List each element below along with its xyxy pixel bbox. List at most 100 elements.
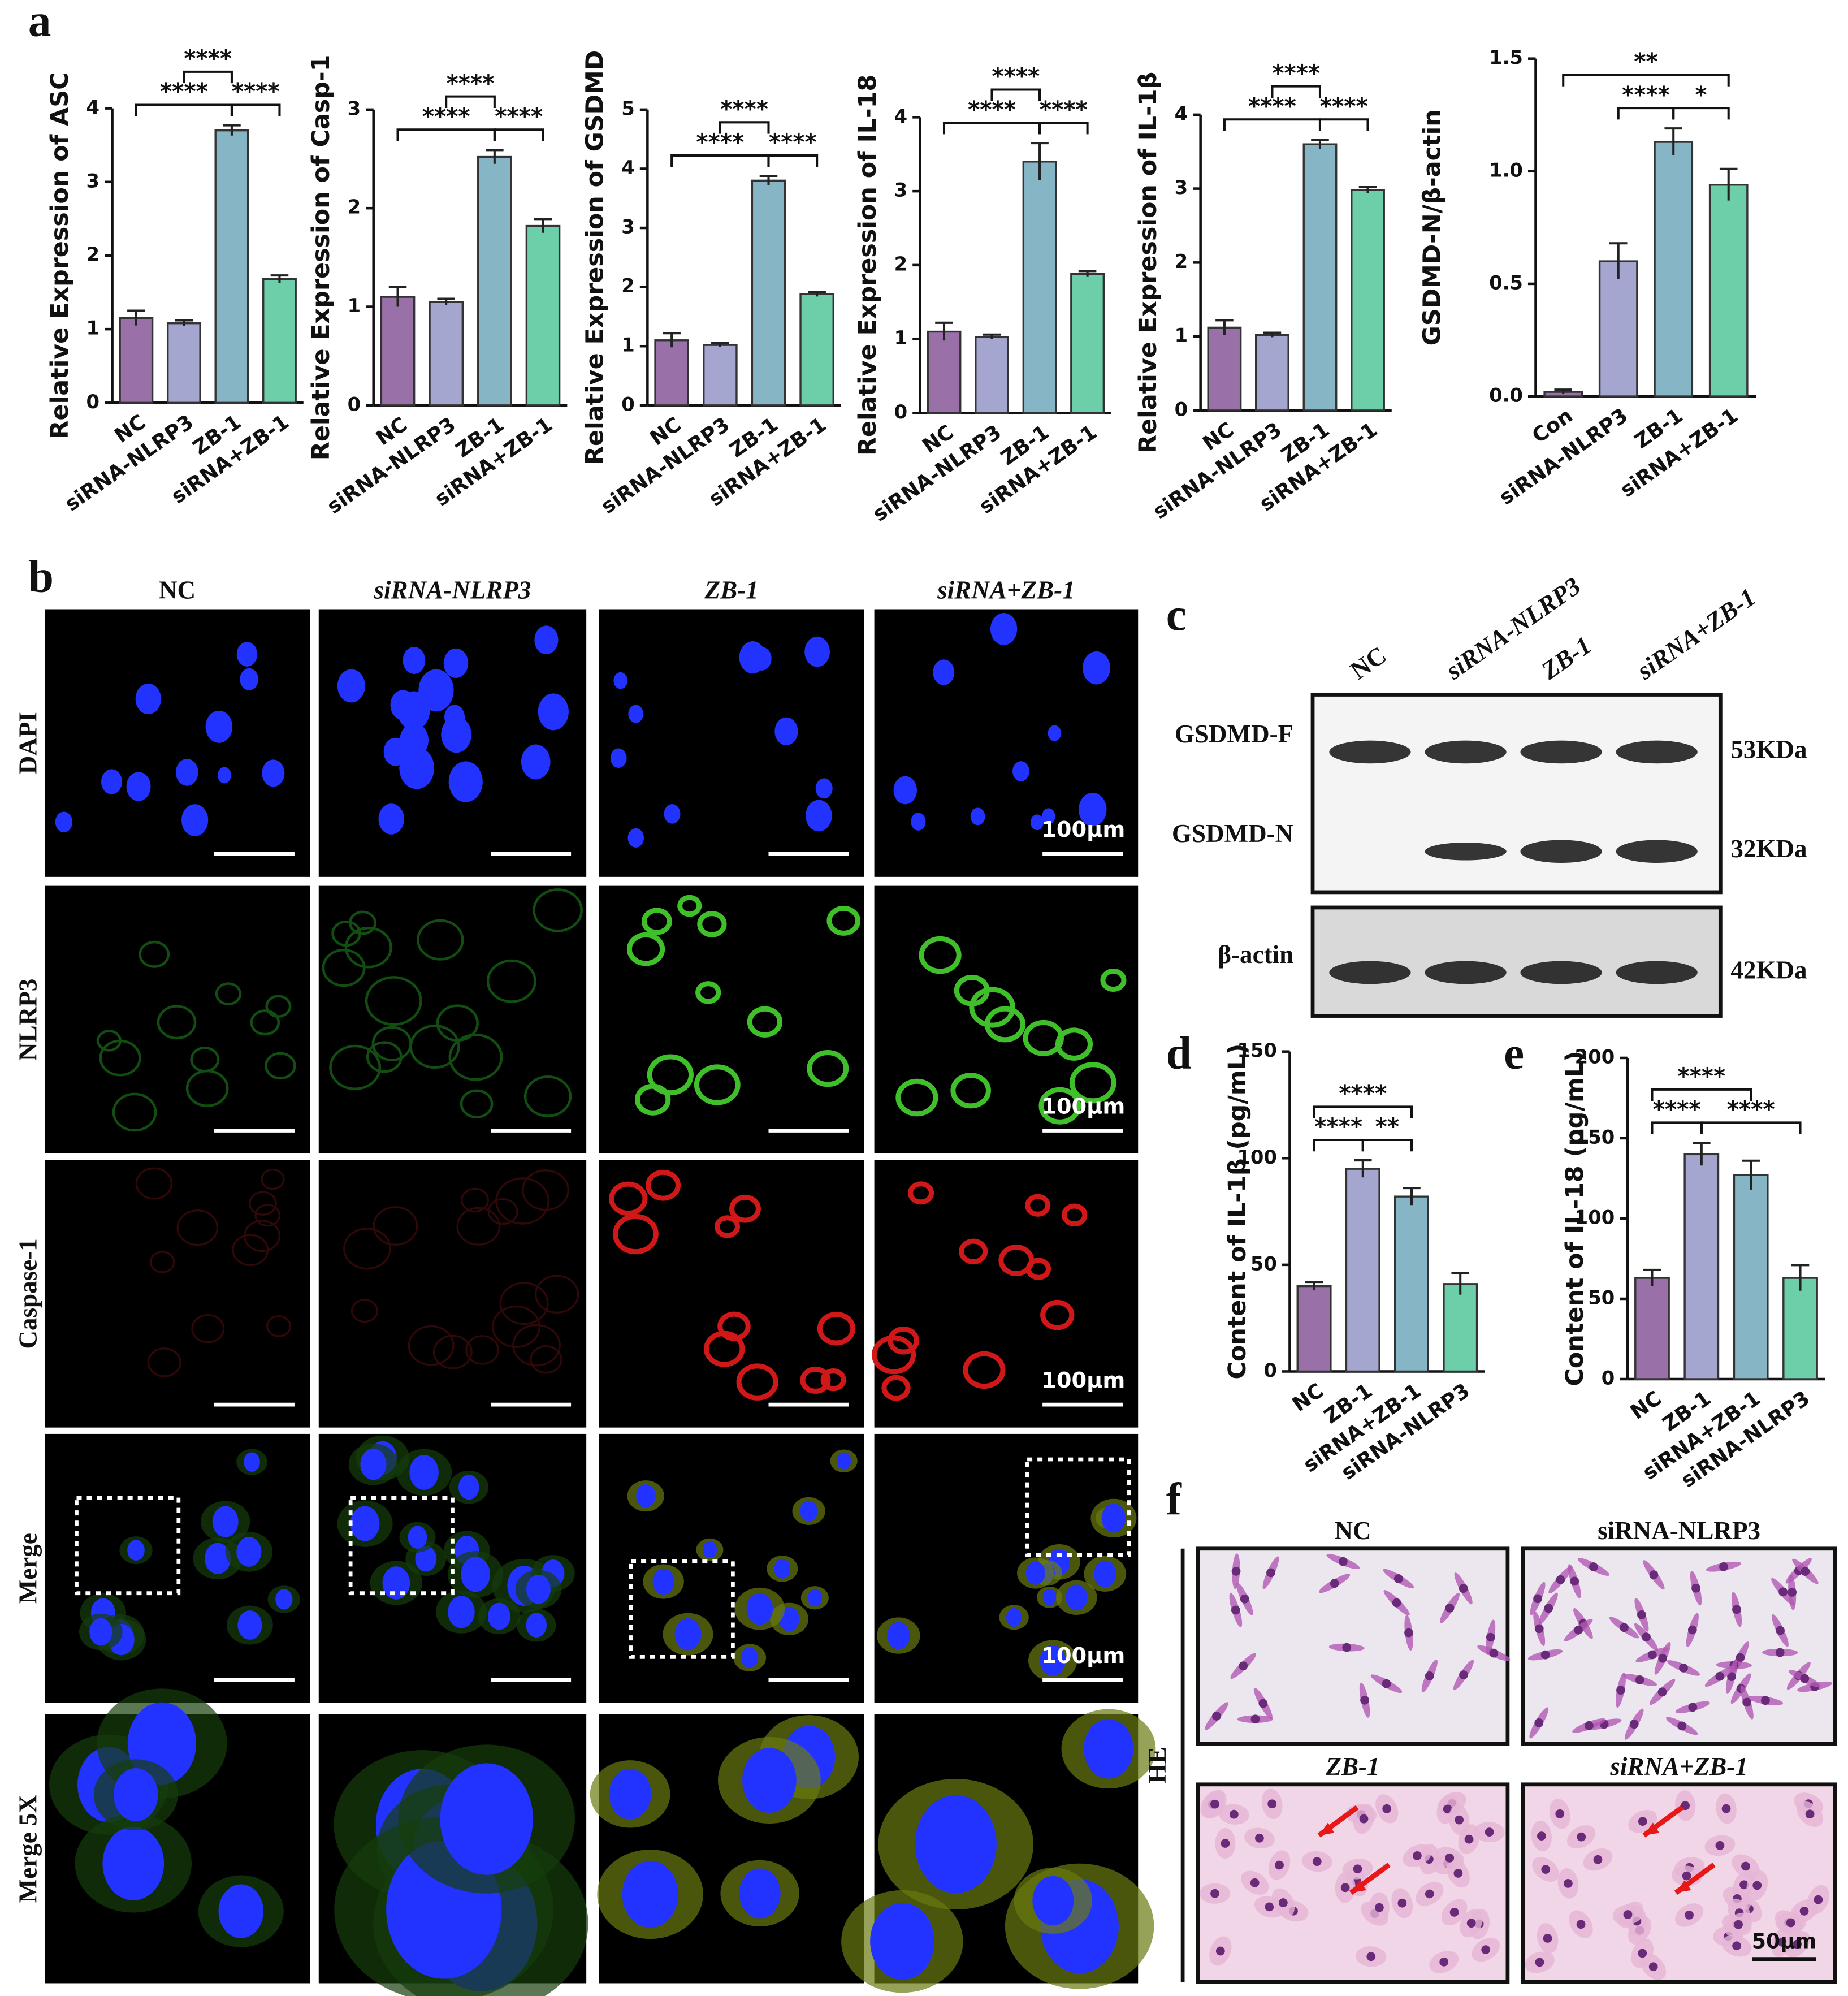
caspase-signal bbox=[609, 1181, 648, 1216]
nucleus bbox=[804, 636, 830, 667]
micrograph bbox=[45, 885, 310, 1154]
nucleus bbox=[101, 769, 122, 794]
nucleus bbox=[609, 1769, 651, 1820]
he-title: ZB-1 bbox=[1325, 1752, 1379, 1781]
nucleus bbox=[55, 811, 73, 832]
caspase-signal bbox=[729, 1194, 761, 1223]
y-tick-label: 4 bbox=[1175, 102, 1188, 124]
nucleus bbox=[409, 1454, 439, 1490]
nucleus bbox=[440, 1763, 533, 1875]
significance-label: ** bbox=[1375, 1113, 1399, 1140]
band-label: GSDMD-N bbox=[1172, 819, 1293, 848]
bar bbox=[214, 129, 249, 404]
nlrp3-signal bbox=[250, 1009, 280, 1036]
significance-bracket bbox=[1562, 74, 1730, 87]
caspase-signal bbox=[373, 1206, 418, 1246]
bar bbox=[799, 293, 834, 407]
cell-nucleus bbox=[1239, 1661, 1248, 1671]
bar bbox=[166, 322, 201, 404]
bar bbox=[927, 330, 962, 414]
y-tick-label: 1 bbox=[894, 327, 908, 349]
nucleus bbox=[205, 1543, 231, 1574]
y-tick-label: 100 bbox=[1237, 1146, 1277, 1168]
bar bbox=[380, 296, 416, 407]
cell-nucleus bbox=[1279, 1898, 1288, 1907]
nlrp3-signal bbox=[895, 1078, 938, 1117]
cell-nucleus bbox=[1556, 1575, 1565, 1584]
cell-nucleus bbox=[1589, 1562, 1598, 1571]
blot-band bbox=[1616, 740, 1698, 764]
bar bbox=[1782, 1277, 1818, 1380]
significance-bracket bbox=[396, 128, 496, 141]
row-label: Caspase-1 bbox=[14, 1238, 42, 1349]
cell-nucleus bbox=[1375, 1903, 1384, 1912]
y-tick-label: 3 bbox=[1175, 176, 1188, 198]
nlrp3-signal bbox=[460, 1089, 494, 1118]
y-tick-label: 1 bbox=[621, 334, 635, 356]
caspase-signal bbox=[147, 1347, 181, 1377]
nucleus bbox=[538, 693, 569, 731]
y-axis-label: Content of IL-18 (pg/mL) bbox=[1561, 1051, 1589, 1386]
significance-bracket bbox=[719, 121, 770, 134]
nucleus bbox=[135, 683, 161, 715]
significance-label: **** bbox=[1320, 93, 1368, 120]
nucleus bbox=[1040, 1645, 1066, 1677]
significance-bracket bbox=[767, 154, 819, 167]
significance-label: **** bbox=[1339, 1080, 1387, 1107]
he-image bbox=[1196, 1782, 1510, 1984]
micrograph bbox=[841, 1709, 1156, 1993]
micrograph bbox=[318, 609, 587, 877]
cell-nucleus bbox=[1685, 1910, 1694, 1920]
nucleus bbox=[114, 1768, 158, 1822]
cell-nucleus bbox=[1425, 1671, 1434, 1680]
nlrp3-signal bbox=[97, 1030, 122, 1052]
caspase-signal bbox=[817, 1311, 856, 1346]
cell-nucleus bbox=[1486, 1632, 1495, 1642]
cell-nucleus bbox=[1439, 1957, 1449, 1967]
y-tick-label: 4 bbox=[621, 157, 635, 179]
cell-nucleus bbox=[1732, 1941, 1741, 1951]
cell-nucleus bbox=[1715, 1671, 1725, 1681]
cell-nucleus bbox=[1540, 1650, 1550, 1660]
image-background bbox=[318, 885, 587, 1154]
nucleus bbox=[990, 613, 1018, 645]
significance-bracket bbox=[1700, 1121, 1802, 1134]
nucleus bbox=[674, 1618, 702, 1651]
nucleus bbox=[627, 828, 644, 848]
cell-nucleus bbox=[1775, 1648, 1785, 1657]
lane-label: NC bbox=[1345, 641, 1391, 685]
cell-nucleus bbox=[1555, 1809, 1565, 1818]
cell-nucleus bbox=[1275, 1860, 1284, 1870]
he-label: HE bbox=[1143, 1747, 1171, 1783]
significance-bracket bbox=[670, 154, 770, 167]
micrograph bbox=[599, 885, 864, 1154]
cell-nucleus bbox=[1215, 1946, 1225, 1956]
caspase-signal bbox=[717, 1311, 751, 1341]
cell-nucleus bbox=[1741, 1861, 1750, 1871]
cell-nucleus bbox=[1544, 1604, 1553, 1613]
cell-nucleus bbox=[1250, 1878, 1260, 1887]
nucleus bbox=[1006, 1608, 1022, 1627]
micrograph: 100μm bbox=[874, 1433, 1139, 1703]
significance-label: **** bbox=[447, 70, 495, 97]
column-header: NC bbox=[159, 576, 196, 604]
cell-nucleus bbox=[1464, 1834, 1474, 1844]
y-tick-label: 3 bbox=[348, 97, 361, 119]
cell-nucleus bbox=[1455, 1815, 1464, 1825]
cell-nucleus bbox=[1342, 1643, 1352, 1652]
nlrp3-signal bbox=[349, 910, 376, 935]
band-label: β-actin bbox=[1218, 940, 1293, 969]
significance-bracket bbox=[445, 95, 496, 108]
nucleus bbox=[488, 1602, 510, 1630]
micrograph bbox=[45, 1160, 310, 1428]
blot-band bbox=[1520, 740, 1602, 764]
scale-bar-label: 100μm bbox=[1041, 1368, 1125, 1393]
caspase-signal bbox=[232, 1234, 269, 1267]
caspase-signal bbox=[959, 1238, 988, 1264]
significance-label: **** bbox=[720, 96, 768, 123]
nucleus bbox=[610, 748, 627, 768]
nucleus bbox=[458, 1475, 479, 1500]
caspase-signal bbox=[408, 1325, 455, 1366]
